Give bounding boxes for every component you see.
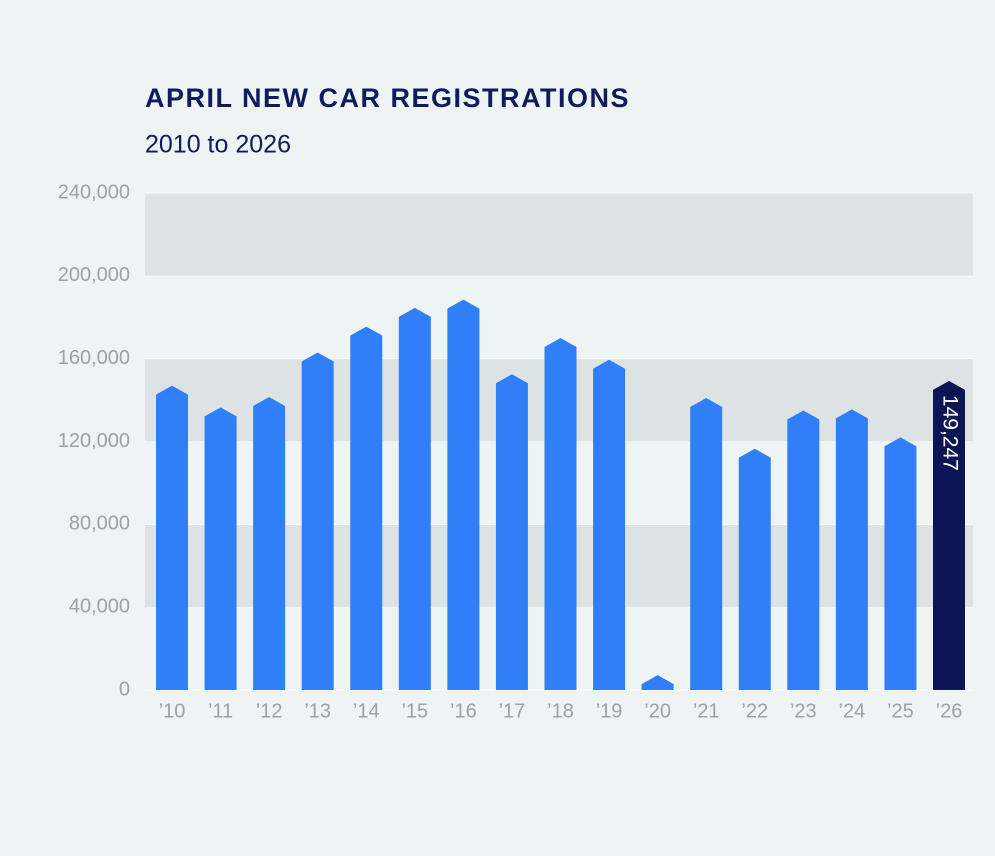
bar [593,359,626,690]
value-label: 149,247 [938,395,961,471]
bar [787,410,820,690]
x-tick-label: ’14 [353,700,380,722]
x-tick-label: ’26 [936,700,963,722]
y-tick-label: 0 [119,678,130,700]
bar [301,352,334,690]
x-tick-label: ’24 [839,700,866,722]
y-tick-label: 240,000 [58,181,130,203]
x-tick-label: ’25 [887,700,914,722]
x-tick-label: ’20 [644,700,671,722]
bar [204,407,237,690]
chart-subtitle: 2010 to 2026 [145,131,291,159]
bar [933,380,965,690]
bar [641,675,674,690]
x-tick-label: ’19 [596,700,623,722]
y-tick-label: 40,000 [69,595,130,617]
bar [690,398,723,690]
x-tick-label: ’23 [790,700,817,722]
y-tick-label: 160,000 [58,347,130,369]
y-tick-label: 80,000 [69,513,130,535]
bar [253,396,286,690]
bar [447,299,480,690]
x-tick-label: ’13 [304,700,331,722]
x-tick-label: ’11 [208,700,233,722]
bar [398,307,431,690]
x-tick-label: ’16 [450,700,477,722]
bar [544,337,577,690]
bar [495,374,528,690]
x-tick-label: ’18 [547,700,574,722]
x-tick-label: ’21 [693,700,720,722]
x-tick-label: ’17 [499,700,526,722]
grid-band [145,193,973,276]
bar [156,385,188,690]
bar [835,409,868,690]
y-tick-label: 200,000 [58,264,130,286]
x-tick-label: ’15 [401,700,428,722]
x-tick-label: ’12 [256,700,283,722]
bar [884,437,917,690]
bar [738,448,771,690]
x-tick-label: ’10 [159,700,186,722]
x-tick-label: ’22 [741,700,768,722]
bar [350,326,383,690]
y-tick-label: 120,000 [58,430,130,452]
chart-title: APRIL NEW CAR REGISTRATIONS [145,83,630,113]
